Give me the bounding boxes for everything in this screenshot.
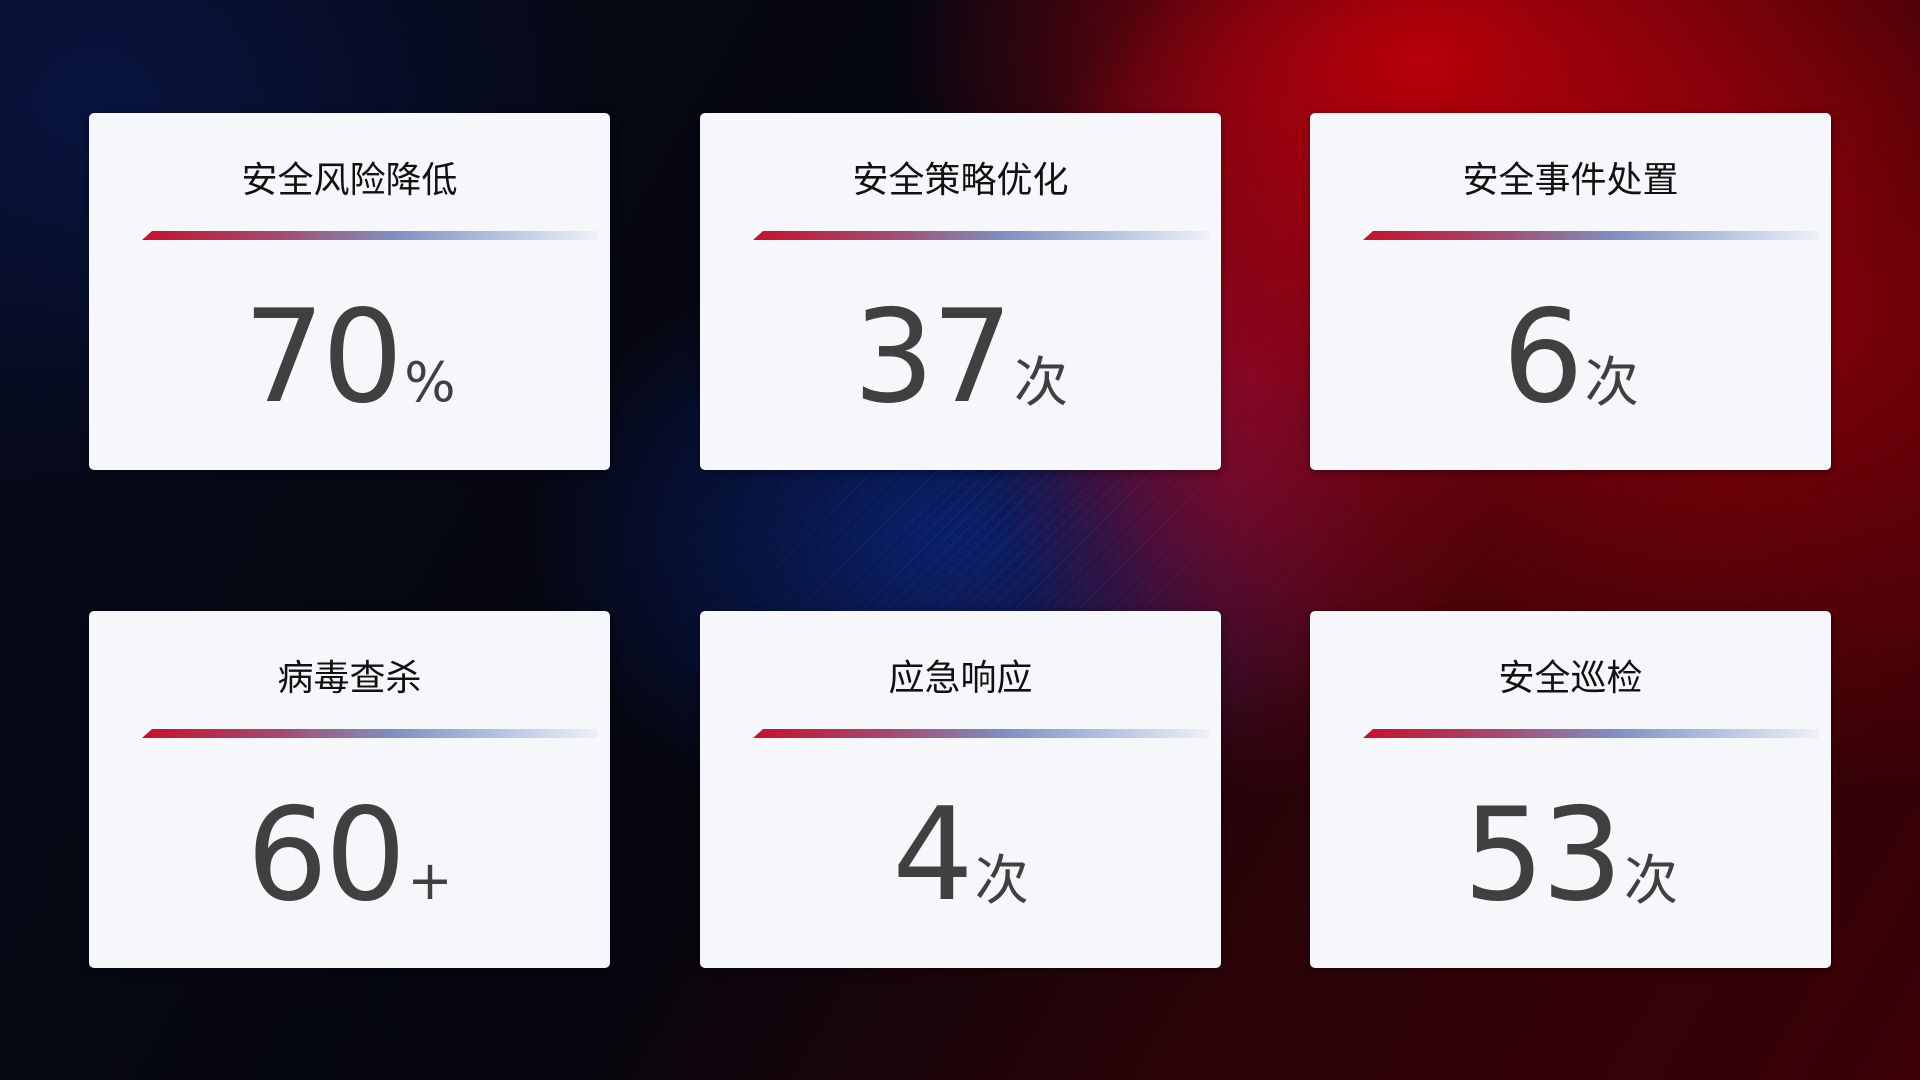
card-value: 60+	[89, 781, 610, 930]
card-title: 安全事件处置	[1462, 160, 1679, 201]
card-divider	[753, 729, 1209, 738]
stat-card-virus-removal: 病毒查杀 60+	[89, 611, 610, 968]
stat-card-policy-optimization: 安全策略优化 37次	[700, 113, 1221, 470]
value-number: 53	[1463, 781, 1623, 930]
value-unit: 次	[1013, 351, 1068, 414]
card-value: 37次	[700, 283, 1221, 432]
value-number: 6	[1502, 283, 1583, 432]
stat-card-security-patrol: 安全巡检 53次	[1310, 611, 1831, 968]
card-divider	[142, 729, 598, 738]
card-title: 应急响应	[888, 658, 1033, 699]
stat-card-risk-reduction: 安全风险降低 70%	[89, 113, 610, 470]
card-divider	[142, 231, 598, 240]
card-value: 4次	[700, 781, 1221, 930]
card-title: 安全巡检	[1498, 658, 1643, 699]
value-unit: 次	[1584, 351, 1639, 414]
value-number: 70	[243, 283, 403, 432]
stat-card-emergency-response: 应急响应 4次	[700, 611, 1221, 968]
card-title: 安全策略优化	[852, 160, 1069, 201]
card-divider	[1363, 729, 1819, 738]
card-divider	[1363, 231, 1819, 240]
card-title: 安全风险降低	[241, 160, 458, 201]
value-unit: 次	[1623, 849, 1678, 912]
card-title: 病毒查杀	[277, 658, 422, 699]
value-unit: %	[404, 351, 456, 414]
card-value: 70%	[89, 283, 610, 432]
value-number: 60	[246, 781, 406, 930]
value-unit: +	[407, 849, 453, 912]
card-value: 6次	[1310, 283, 1831, 432]
value-unit: 次	[974, 849, 1029, 912]
card-divider	[753, 231, 1209, 240]
value-number: 4	[892, 781, 973, 930]
value-number: 37	[853, 283, 1013, 432]
card-value: 53次	[1310, 781, 1831, 930]
stat-card-incident-handling: 安全事件处置 6次	[1310, 113, 1831, 470]
